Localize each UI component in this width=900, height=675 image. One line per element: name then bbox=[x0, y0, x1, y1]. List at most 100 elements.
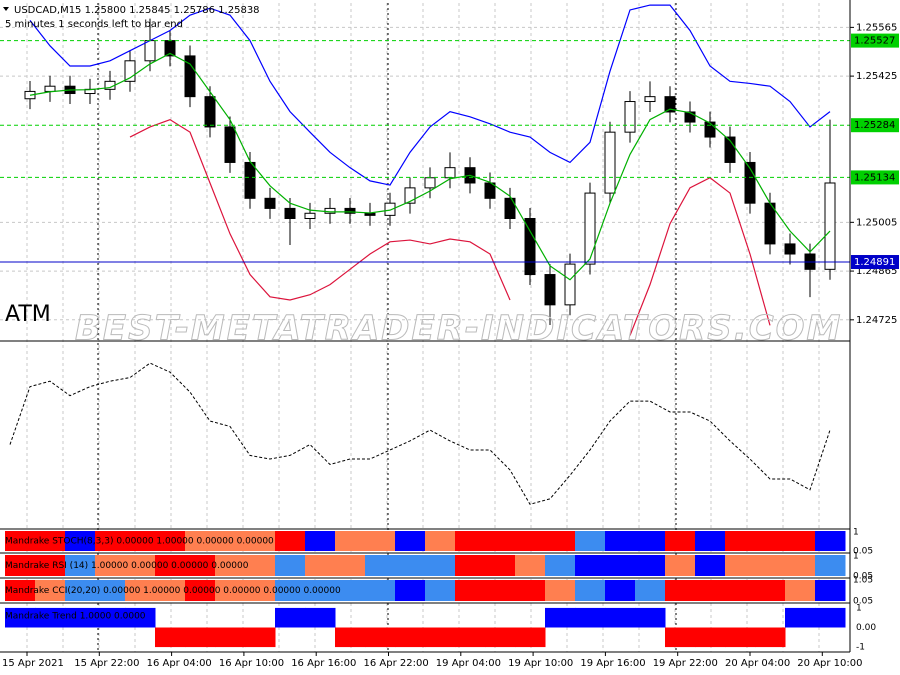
strip-segment bbox=[395, 580, 426, 601]
strip-segment bbox=[65, 555, 96, 576]
trend-label: Mandrake Trend 1.0000 0.0000 bbox=[5, 612, 146, 622]
price-level-label: 1.24891 bbox=[854, 257, 895, 268]
strip-segment bbox=[695, 531, 726, 551]
trend-bar bbox=[455, 627, 486, 648]
price-level-label: 1.25134 bbox=[854, 172, 895, 183]
trend-bar bbox=[575, 607, 606, 628]
strip-segment bbox=[95, 580, 126, 601]
strip-segment bbox=[155, 580, 186, 601]
candle-body bbox=[784, 243, 796, 255]
candle-body bbox=[204, 96, 216, 128]
trend-bar bbox=[785, 607, 816, 628]
title-arrow bbox=[3, 7, 9, 11]
strip-segment bbox=[5, 555, 36, 576]
candle-body bbox=[264, 197, 276, 209]
candle-body bbox=[764, 202, 776, 245]
strip-segment bbox=[305, 531, 336, 551]
price-level-box bbox=[851, 118, 899, 133]
strip-segment bbox=[245, 555, 276, 576]
candle-body bbox=[544, 274, 556, 306]
strip-tick-label: 0.05 bbox=[853, 571, 873, 581]
candle-body bbox=[124, 60, 136, 82]
strip-segment bbox=[665, 580, 696, 601]
strip-tick-label: 1.05 bbox=[853, 576, 873, 586]
strip-tick-label: 0.05 bbox=[853, 596, 873, 606]
strip-segment bbox=[635, 555, 666, 576]
strip-tick-label: 0.05 bbox=[853, 547, 873, 557]
frame bbox=[0, 0, 851, 653]
trend-bar bbox=[635, 607, 666, 628]
y-tick-label: 1.25005 bbox=[856, 217, 897, 228]
chart-title: USDCAD,M15 1.25800 1.25845 1.25786 1.258… bbox=[14, 5, 260, 16]
trend-bar bbox=[365, 627, 396, 648]
strip-segment bbox=[155, 555, 186, 576]
indicator-line bbox=[129, 118, 771, 336]
strip-segment bbox=[275, 580, 306, 601]
strip-segment bbox=[425, 531, 456, 551]
trend-bar bbox=[515, 627, 546, 648]
strip-segment bbox=[725, 531, 756, 551]
strip-segment bbox=[455, 531, 486, 551]
trend-bar bbox=[755, 627, 786, 648]
strip-segment bbox=[65, 580, 96, 601]
candle-body bbox=[604, 131, 616, 194]
strip-segment bbox=[125, 580, 156, 601]
trend-bar bbox=[125, 607, 156, 628]
strip-label: Mandrake RSI (14) 1.00000 0.00000 0.0000… bbox=[5, 561, 249, 571]
trend-bar bbox=[275, 607, 306, 628]
strip-segment bbox=[545, 580, 576, 601]
strip-segment bbox=[575, 555, 606, 576]
strip-segment bbox=[455, 555, 486, 576]
strip-segment bbox=[575, 580, 606, 601]
strip-segment bbox=[455, 580, 486, 601]
candle-body bbox=[244, 161, 256, 199]
candle-body bbox=[404, 187, 416, 204]
strip-segment bbox=[155, 531, 186, 551]
candle-body bbox=[384, 202, 396, 216]
indicator-line bbox=[29, 52, 831, 281]
strip-segment bbox=[365, 580, 396, 601]
strip-segment bbox=[305, 580, 336, 601]
strip-segment bbox=[125, 531, 156, 551]
strip-segment bbox=[485, 580, 516, 601]
watermark: BEST-METATRADER-INDICATORS.COM bbox=[75, 309, 842, 349]
oscillator-line bbox=[9, 362, 831, 505]
strip-segment bbox=[725, 580, 756, 601]
candle-body bbox=[144, 40, 156, 62]
trend-bar bbox=[95, 607, 126, 628]
strip-segment bbox=[185, 555, 216, 576]
strip-segment bbox=[335, 580, 366, 601]
strip-segment bbox=[365, 555, 396, 576]
candle-body bbox=[344, 207, 356, 214]
strip-segment bbox=[515, 531, 546, 551]
candle-body bbox=[704, 121, 716, 138]
strip-segment bbox=[125, 555, 156, 576]
strip-segment bbox=[35, 580, 66, 601]
trend-bar bbox=[425, 627, 456, 648]
x-tick-label: 20 Apr 04:00 bbox=[725, 658, 790, 669]
strip-segment bbox=[515, 555, 546, 576]
strip-segment bbox=[5, 580, 36, 601]
price-level-box bbox=[851, 255, 899, 270]
candle-body bbox=[564, 263, 576, 306]
x-tick-label: 19 Apr 22:00 bbox=[653, 658, 718, 669]
strip-segment bbox=[425, 555, 456, 576]
chart-subtitle: 5 minutes 1 seconds left to bar end bbox=[5, 19, 183, 30]
strip-segment bbox=[815, 580, 846, 601]
strip-segment bbox=[335, 555, 366, 576]
candle-body bbox=[284, 207, 296, 219]
strip-segment bbox=[815, 555, 846, 576]
trend-bar bbox=[725, 627, 756, 648]
trend-bar bbox=[5, 607, 36, 628]
trend-bar bbox=[35, 607, 66, 628]
trend-bar bbox=[155, 627, 186, 648]
strip-segment bbox=[575, 531, 606, 551]
strip-segment bbox=[785, 580, 816, 601]
candle-body bbox=[444, 167, 456, 179]
x-tick-label: 15 Apr 22:00 bbox=[74, 658, 139, 669]
strip-segment bbox=[695, 580, 726, 601]
trend-tick-label: 1 bbox=[856, 603, 862, 613]
price-level-label: 1.25284 bbox=[854, 120, 895, 131]
trend-bar bbox=[545, 607, 576, 628]
x-tick-label: 20 Apr 10:00 bbox=[797, 658, 862, 669]
